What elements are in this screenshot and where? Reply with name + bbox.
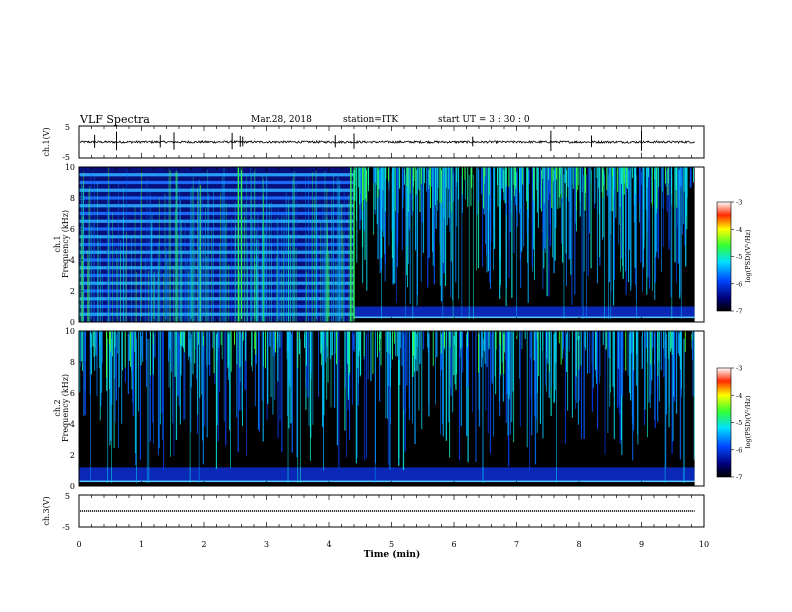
spec1-harmonic-2 (79, 297, 354, 301)
cb2-ticks-label-1: -4 (736, 392, 742, 400)
cb2-ticks-label-3: -6 (736, 446, 742, 454)
ch1-spectrogram-marks (79, 167, 704, 322)
ch2-spectrogram-marks (79, 331, 704, 486)
x-axis-ticks (78, 126, 705, 527)
spec2-low-band-edge (79, 480, 695, 483)
spec1-harmonic-9 (79, 242, 354, 247)
ch3-ytick-bottom: -5 (62, 523, 70, 532)
cb2-ticks-label-2: -5 (736, 419, 742, 427)
spec1-ytick-label-4: 8 (70, 194, 75, 203)
spec1-harmonic-6 (79, 266, 354, 270)
ch1-waveform-ylabel: ch.1(V) (42, 127, 51, 156)
x-tick-label-8: 8 (576, 540, 581, 549)
x-tick-label-10: 10 (699, 540, 709, 549)
spec1-ytick-label-1: 2 (70, 287, 75, 296)
spec1-harmonic-14 (79, 204, 354, 208)
ch3-ytick-top: 5 (65, 492, 70, 501)
ch2-spectrogram-ylabel-1: ch.2 (53, 399, 62, 416)
ch1-colorbar-label: log(PSD)(V²/Hz) (744, 229, 752, 282)
spec1-harmonic-10 (79, 235, 354, 239)
cb1-ticks-label-0: -3 (736, 199, 742, 207)
cb1-ticks-label-4: -7 (736, 308, 742, 316)
ch1-spectrogram-yticks: 0 2 4 6 8 10 (65, 163, 83, 327)
date-label: Mar.28, 2018 (251, 115, 312, 125)
x-tick-label-5: 5 (389, 540, 394, 549)
spec1-ytick-label-3: 6 (70, 225, 75, 234)
ch2-spectrogram-ylabel-2: Frequency (kHz) (61, 374, 70, 442)
spec2-ytick-label-5: 10 (65, 327, 75, 336)
spec2-ytick-label-2: 4 (70, 420, 75, 429)
x-tick-label-2: 2 (201, 540, 206, 549)
x-tick-label-0: 0 (76, 540, 81, 549)
ch1-spectrogram-ylabel-1: ch.1 (53, 235, 62, 252)
x-tick-label-1: 1 (139, 540, 144, 549)
spec1-harmonic-13 (79, 211, 354, 216)
x-tick-label-3: 3 (264, 540, 269, 549)
spec2-ytick-label-4: 8 (70, 358, 75, 367)
ch1-ytick-bottom: -5 (62, 153, 70, 162)
ch2-colorbar: -3 -4 -5 -6 -7 log(PSD)(V²/Hz) (716, 365, 752, 482)
ch1-spectrogram-ylabel-2: Frequency (kHz) (61, 210, 70, 278)
cb1-ticks-label-3: -6 (736, 280, 742, 288)
spec1-harmonic-1 (79, 304, 354, 309)
x-tick-label-7: 7 (514, 540, 519, 549)
spec1-harmonic-3 (79, 289, 354, 293)
x-tick-label-9: 9 (639, 540, 644, 549)
spec1-no-data (694, 167, 704, 322)
ch1-spectrogram-panel: ch.1 Frequency (kHz) 0 2 4 6 8 10 (53, 163, 705, 327)
station-label: station=ITK (343, 115, 399, 125)
ch1-waveform-spikes (94, 130, 642, 152)
spec2-no-data (694, 331, 704, 486)
ch2-spectrogram-yticks: 0 2 4 6 8 10 (65, 327, 83, 491)
ch2-spectrogram-panel: ch.2 Frequency (kHz) 0 2 4 6 8 10 (53, 327, 705, 491)
cb2-ticks-label-0: -3 (736, 365, 742, 373)
spec2-ytick-label-3: 6 (70, 389, 75, 398)
ch3-waveform-ylabel: ch.3(V) (42, 496, 51, 525)
ch1-colorbar: -3 -4 -5 -6 -7 log(PSD)(V²/Hz) (716, 199, 752, 316)
ch2-colorbar-ticks: -3 -4 -5 -6 -7 (731, 365, 742, 482)
start-ut-label: start UT = 3 : 30 : 0 (438, 115, 530, 125)
spec1-harmonic-8 (79, 250, 354, 254)
ch1-waveform-panel: 5 -5 ch.1(V) (42, 123, 705, 162)
spec2-low-band (79, 467, 695, 482)
ch1-waveform-trace (79, 139, 695, 145)
spec1-harmonic-12 (79, 219, 354, 223)
spec1-ytick-label-0: 0 (70, 318, 75, 327)
x-tick-label-4: 4 (326, 540, 331, 549)
spec1-low-band (79, 306, 695, 318)
spec1-harmonic-11 (79, 227, 354, 231)
ch2-colorbar-label: log(PSD)(V²/Hz) (744, 395, 752, 448)
spec1-ytick-label-5: 10 (65, 163, 75, 172)
x-axis-label: Time (min) (364, 549, 421, 560)
x-tick-label-6: 6 (451, 540, 456, 549)
ch1-colorbar-ticks: -3 -4 -5 -6 -7 (731, 199, 742, 316)
ch1-ytick-top: 5 (65, 123, 70, 132)
spec2-ytick-label-1: 2 (70, 451, 75, 460)
spec1-low-band-edge (79, 316, 695, 319)
x-axis-tick-labels: 0 1 2 3 4 5 6 7 8 9 10 (76, 540, 709, 549)
figure-title: VLF Spectra (80, 113, 150, 126)
spec1-harmonic-5 (79, 273, 354, 278)
ch1-colorbar-gradient (716, 201, 732, 312)
spec1-ytick-label-2: 4 (70, 256, 75, 265)
spec1-harmonic-7 (79, 258, 354, 262)
spec1-harmonic-4 (79, 281, 354, 285)
spec1-harmonic-15 (79, 196, 354, 200)
spec1-harmonic-17 (79, 180, 354, 185)
ch2-colorbar-gradient (716, 367, 732, 478)
cb1-ticks-label-1: -4 (736, 226, 742, 234)
spec1-harmonic-0 (79, 312, 354, 316)
spec1-harmonic-16 (79, 188, 354, 192)
cb1-ticks-label-2: -5 (736, 253, 742, 261)
spec2-ytick-label-0: 0 (70, 482, 75, 491)
cb2-ticks-label-4: -7 (736, 474, 742, 482)
spec1-harmonic-18 (79, 173, 354, 177)
